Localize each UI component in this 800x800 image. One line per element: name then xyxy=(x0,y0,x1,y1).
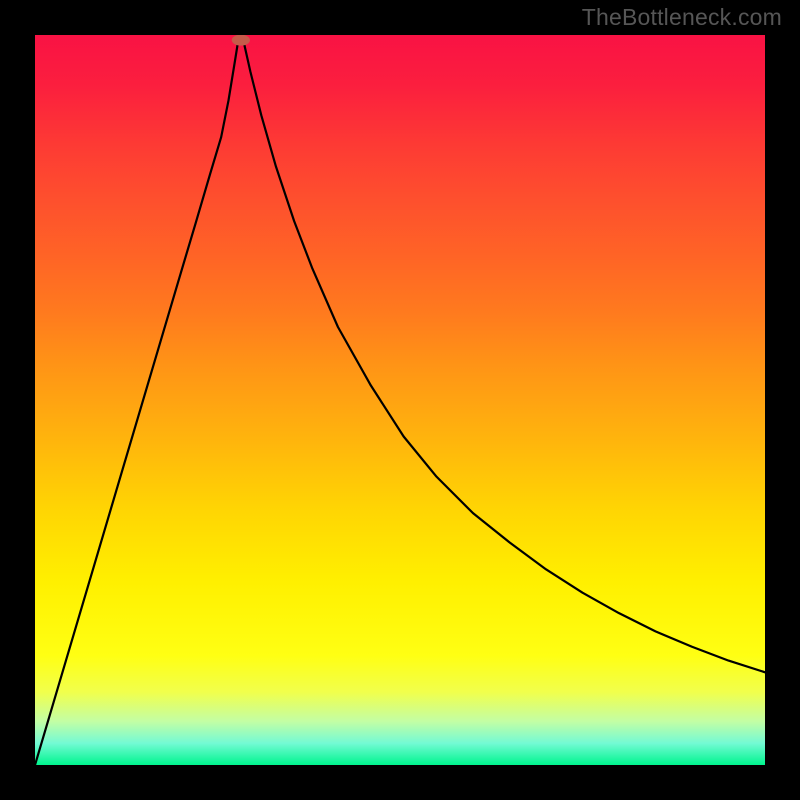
watermark-text: TheBottleneck.com xyxy=(582,4,782,31)
plot-svg xyxy=(35,35,765,765)
plot-area xyxy=(35,35,765,765)
chart-container: TheBottleneck.com xyxy=(0,0,800,800)
gradient-background xyxy=(35,35,765,765)
minimum-marker xyxy=(232,35,250,46)
